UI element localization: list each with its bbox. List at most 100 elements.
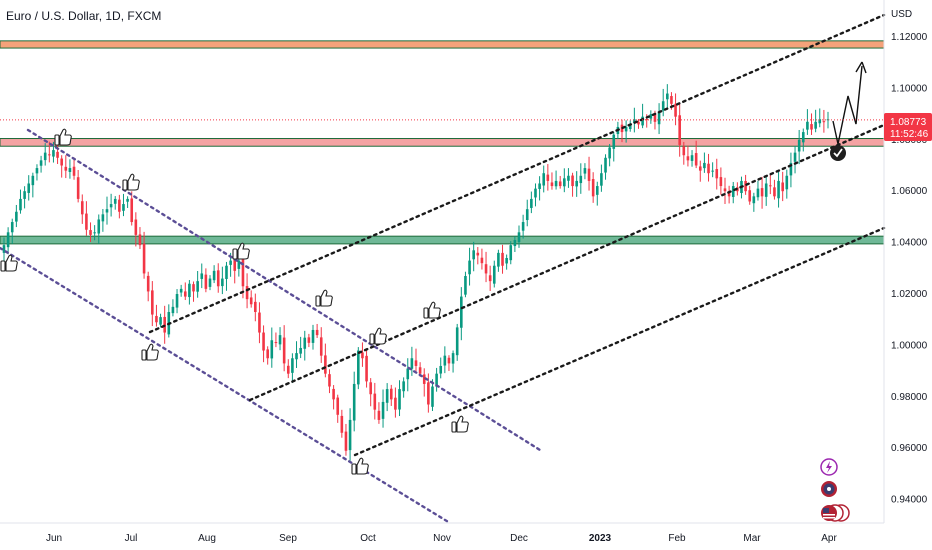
candle <box>633 107 636 133</box>
candle <box>118 194 121 219</box>
candle <box>657 103 661 135</box>
candle <box>352 371 356 432</box>
candle <box>624 120 628 143</box>
candle-body <box>686 156 690 161</box>
candle-body <box>567 175 570 181</box>
candle-body <box>744 180 747 192</box>
candle <box>357 347 360 390</box>
candle <box>183 282 187 301</box>
candle-body <box>418 367 422 374</box>
candle <box>303 330 307 361</box>
candle <box>501 244 504 274</box>
candle <box>171 299 175 317</box>
candle <box>406 358 410 392</box>
candle-body <box>657 111 661 125</box>
y-tick-label: 0.96000 <box>891 443 928 454</box>
price-tag: 1.08773 11:52:46 <box>884 113 932 141</box>
candle-body <box>649 114 653 119</box>
candle-body <box>258 312 261 333</box>
candle-body <box>558 181 562 187</box>
candle <box>455 323 459 361</box>
candle <box>563 168 566 193</box>
candle-body <box>563 178 566 187</box>
x-axis[interactable]: Jun Jul Aug Sep Oct Nov Dec 2023 Feb Mar Apr <box>0 522 884 544</box>
candle-body <box>587 168 591 181</box>
uptrend-lower-line <box>353 226 886 457</box>
y-axis[interactable]: 1.120001.100001.080001.060001.040001.020… <box>883 0 928 523</box>
thumbs-up-icon <box>141 343 159 361</box>
candle-body <box>476 252 480 256</box>
y-tick-label: 0.94000 <box>891 495 928 506</box>
candle-body <box>694 153 698 166</box>
candle <box>538 176 541 201</box>
candle-body <box>101 214 105 222</box>
candle <box>476 247 480 265</box>
price-tag-countdown: 11:52:46 <box>890 129 929 140</box>
candle-body <box>509 245 513 261</box>
y-tick-label: 1.04000 <box>891 238 928 249</box>
side-icons[interactable] <box>820 458 850 522</box>
flag-stack-icon[interactable] <box>821 504 850 522</box>
thumbs-up-icon <box>451 415 469 433</box>
candle-body <box>109 204 113 208</box>
candle-body <box>641 116 644 126</box>
candle-body <box>134 219 138 235</box>
candle-body <box>764 183 768 197</box>
candle <box>328 369 331 394</box>
zone-support <box>0 235 885 245</box>
candle-body <box>731 186 735 197</box>
candle <box>431 379 434 411</box>
candle <box>212 265 216 284</box>
candle <box>60 155 63 178</box>
candle-body <box>307 337 311 343</box>
candle <box>806 109 809 135</box>
candle <box>781 171 784 202</box>
candle <box>200 263 204 289</box>
candle-body <box>43 152 47 161</box>
candle <box>443 346 447 374</box>
candle-body <box>146 275 150 292</box>
candle <box>488 265 492 291</box>
x-tick-label: Jun <box>46 533 62 544</box>
zone-resistance-mid <box>0 138 885 147</box>
candle-body <box>126 198 129 202</box>
candle-body <box>711 170 714 172</box>
candle <box>126 196 129 208</box>
candle-body <box>381 401 385 419</box>
candle-body <box>365 355 368 382</box>
candle <box>464 271 467 298</box>
candle-body <box>64 166 68 171</box>
candle-body <box>760 188 764 197</box>
candle-body <box>538 183 541 189</box>
candle-body <box>56 151 59 158</box>
candle <box>377 402 381 424</box>
price-tag-value: 1.08773 <box>890 117 927 128</box>
candle <box>818 108 822 128</box>
candle-body <box>97 219 101 234</box>
candle <box>814 109 817 133</box>
candle-body <box>89 230 92 235</box>
candle-body <box>604 157 607 173</box>
candle-body <box>48 154 51 156</box>
candle-body <box>344 431 348 451</box>
lightning-icon[interactable] <box>820 458 838 476</box>
uptrend-mid-line <box>248 123 886 402</box>
candle <box>122 193 125 217</box>
candle-body <box>295 353 298 360</box>
candle <box>2 237 6 262</box>
candle <box>727 185 731 204</box>
candle-body <box>52 150 55 157</box>
x-tick-label: Mar <box>743 533 761 544</box>
candle-body <box>204 274 208 289</box>
candle <box>649 110 653 124</box>
thumbs-up-icon <box>315 289 333 307</box>
candle-body <box>633 119 636 124</box>
flag-icon[interactable] <box>821 481 837 497</box>
candle <box>192 281 195 302</box>
candle <box>299 336 302 359</box>
candle-body <box>703 162 706 169</box>
candle-body <box>427 382 430 405</box>
candle <box>167 304 171 338</box>
candle-body <box>451 353 455 364</box>
